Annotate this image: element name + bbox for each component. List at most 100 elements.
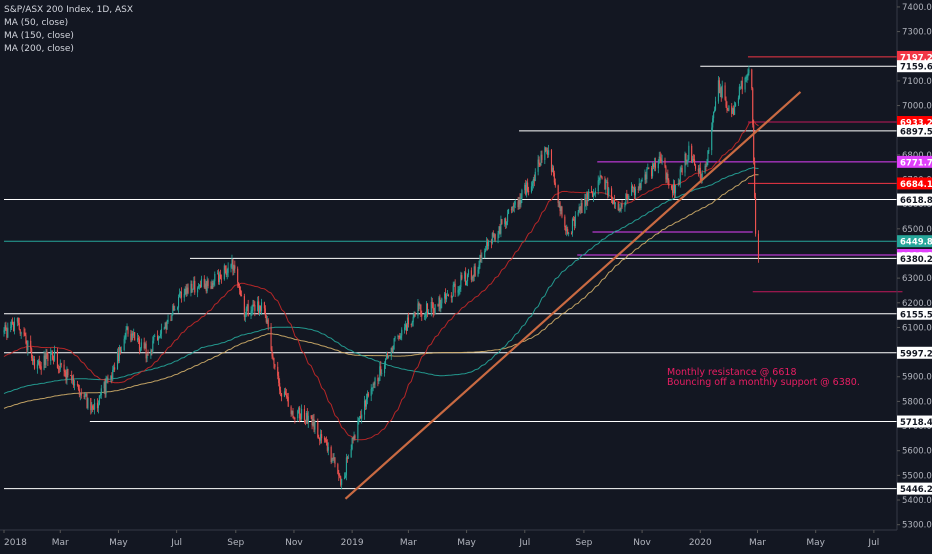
candle-body	[726, 106, 728, 110]
candle-body	[500, 219, 502, 234]
candle-body	[632, 186, 634, 188]
candle-body	[147, 354, 149, 356]
candle-body	[116, 351, 119, 370]
candle-body	[490, 241, 492, 243]
candle-body	[123, 338, 125, 351]
candle-body	[420, 304, 422, 315]
candle-body	[338, 473, 340, 476]
candle-body	[301, 408, 303, 419]
candle-body	[620, 203, 622, 211]
candle-body	[231, 259, 233, 265]
candle-body	[245, 308, 247, 316]
candle-body	[300, 418, 302, 420]
candle-body	[119, 347, 121, 353]
candle-body	[444, 293, 446, 299]
level-label: 6449.8	[900, 238, 932, 248]
x-tick-label: Mar	[749, 538, 766, 548]
candle-body	[584, 198, 586, 213]
candle-body	[11, 321, 13, 327]
y-tick-label: 5300.0	[902, 521, 932, 531]
candle-body	[130, 333, 132, 341]
candle-body	[27, 340, 29, 351]
candle-body	[200, 278, 202, 288]
candle-body	[644, 174, 646, 180]
candle-body	[454, 283, 456, 293]
candle-body	[312, 419, 314, 426]
x-tick-label: Sep	[227, 538, 244, 548]
candle-body	[698, 167, 700, 172]
y-tick-label: 6200.0	[902, 299, 932, 309]
candle-body	[478, 264, 480, 270]
candle-body	[364, 400, 367, 407]
candle-body	[537, 159, 539, 172]
candle-body	[621, 203, 623, 208]
candle-body	[12, 323, 15, 331]
level-label: 7197.2	[900, 53, 932, 63]
candle-body	[36, 364, 38, 369]
candle-body	[139, 348, 141, 351]
candle-body	[124, 337, 126, 339]
candle-body	[745, 77, 747, 79]
y-tick-label: 6300.0	[902, 274, 932, 284]
candle-body	[601, 176, 603, 180]
candle-body	[587, 193, 589, 202]
candle-body	[559, 202, 561, 211]
candle-body	[525, 184, 527, 195]
candle-body	[465, 272, 467, 286]
candle-body	[24, 333, 26, 336]
candle-body	[106, 378, 108, 380]
candle-body	[599, 175, 601, 181]
candle-body	[177, 296, 180, 308]
candle-body	[367, 393, 369, 396]
candle-body	[111, 375, 113, 379]
candle-body	[33, 359, 35, 362]
candle-body	[608, 188, 610, 196]
candle-body	[225, 270, 227, 275]
candle-body	[694, 159, 696, 166]
candle-body	[180, 291, 182, 298]
candle-body	[118, 347, 120, 362]
candle-body	[5, 325, 7, 329]
candle-body	[361, 414, 363, 419]
candle-body	[50, 353, 52, 362]
candle-body	[179, 291, 182, 294]
candle-body	[205, 283, 207, 292]
candle-body	[323, 438, 326, 440]
candle-body	[347, 457, 349, 459]
candle-body	[65, 372, 67, 381]
candle-body	[198, 284, 201, 286]
candle-body	[434, 304, 436, 315]
candle-body	[20, 332, 22, 334]
candle-body	[354, 435, 356, 439]
candle-body	[521, 190, 523, 199]
candle-body	[417, 303, 419, 317]
candle-body	[31, 348, 33, 359]
candle-body	[693, 158, 695, 160]
candle-body	[752, 88, 754, 125]
candle-body	[76, 384, 78, 386]
candle-body	[117, 351, 120, 362]
candle-body	[158, 336, 161, 338]
candle-body	[74, 384, 76, 386]
x-tick-label: May	[806, 538, 825, 548]
candle-body	[658, 156, 660, 163]
candle-body	[677, 182, 679, 185]
candle-body	[321, 434, 323, 439]
candle-body	[410, 324, 412, 326]
candle-body	[499, 226, 501, 234]
candle-body	[660, 158, 662, 161]
candle-body	[391, 348, 393, 353]
candle-body	[374, 377, 376, 385]
candle-body	[341, 478, 343, 485]
level-label-bg	[897, 346, 932, 359]
candle-body	[204, 283, 206, 288]
candle-body	[470, 270, 472, 280]
candle-body	[194, 280, 196, 293]
candle-body	[728, 106, 730, 111]
y-tick-label: 6100.0	[902, 323, 932, 333]
candle-body	[67, 368, 69, 376]
candle-body	[267, 319, 269, 327]
candle-body	[459, 286, 461, 290]
candle-body	[140, 342, 142, 349]
candle-body	[186, 287, 188, 295]
